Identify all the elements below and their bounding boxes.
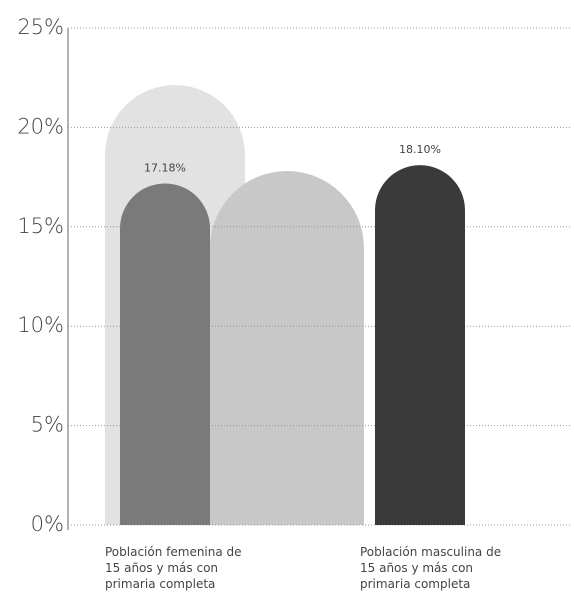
y-tick-label: 15% xyxy=(17,214,64,238)
background-arch xyxy=(210,171,364,525)
value-label: 17.18% xyxy=(144,161,186,174)
y-tick-label: 10% xyxy=(17,313,64,337)
chart: 0% 5% 10% 15% 20% 25% 17.18% 18.10% xyxy=(17,15,570,536)
x-tick-label: Población femenina de 15 años y más con … xyxy=(105,545,242,591)
y-tick-label: 25% xyxy=(17,15,64,39)
bar xyxy=(375,165,466,525)
y-tick-label: 0% xyxy=(31,512,64,536)
y-tick-label: 20% xyxy=(17,114,64,138)
bar xyxy=(120,183,210,525)
x-tick-label: Población masculina de 15 años y más con… xyxy=(360,545,502,591)
value-label: 18.10% xyxy=(399,143,441,156)
y-tick-label: 5% xyxy=(31,413,64,437)
